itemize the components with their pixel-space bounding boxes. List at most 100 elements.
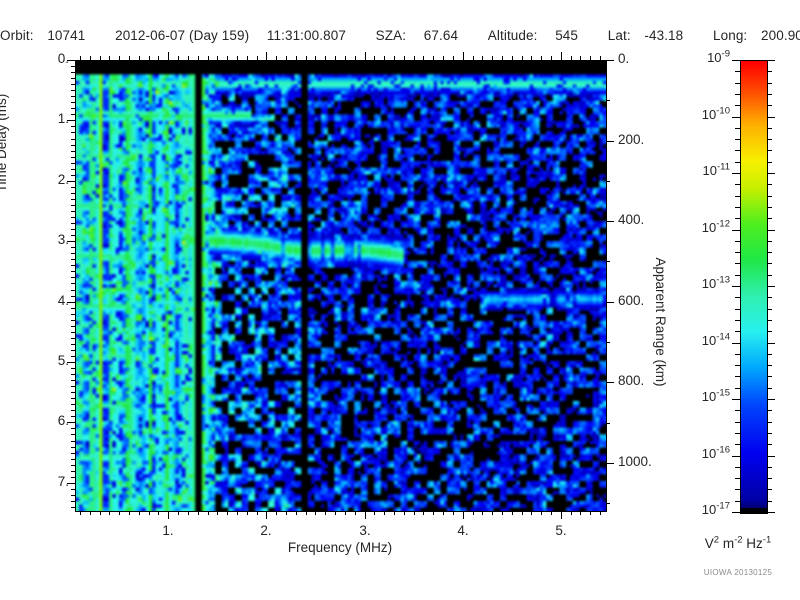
y-minor-tick	[71, 447, 75, 448]
x-top-tick	[453, 56, 454, 60]
y-minor-tick	[71, 151, 75, 152]
colorbar-tick-mantissa: 10	[701, 446, 717, 461]
colorbar-minor-tick-right	[767, 309, 772, 310]
y-tick-label: 2.	[57, 172, 69, 187]
y-minor-tick	[71, 404, 75, 405]
x-top-tick	[266, 52, 267, 60]
y-minor-tick	[71, 247, 75, 248]
y-minor-tick	[71, 271, 75, 272]
x-tick-label: 1.	[162, 523, 174, 538]
x-minor-tick	[149, 511, 150, 515]
y-minor-tick	[71, 477, 75, 478]
y-minor-tick	[71, 126, 75, 127]
colorbar-minor-tick-right	[767, 354, 772, 355]
y-minor-tick	[71, 428, 75, 429]
colorbar-major-tick-left	[732, 117, 740, 118]
x-top-tick	[414, 56, 415, 60]
colorbar-minor-tick-right	[767, 444, 772, 445]
y-minor-tick	[71, 453, 75, 454]
x-minor-tick	[90, 511, 91, 515]
x-minor-tick	[217, 511, 218, 515]
x-top-tick	[227, 56, 228, 60]
x-tick-label: 4.	[457, 523, 469, 538]
y2-tick-label: 0.	[618, 51, 630, 66]
figure-header: Orbit: 10741 2012-06-07 (Day 159) 11:31:…	[0, 28, 800, 48]
x-top-tick	[257, 56, 258, 60]
x-top-tick	[600, 56, 601, 60]
y-axis-title: Time Delay (ms)	[0, 93, 9, 193]
x-top-tick	[404, 56, 405, 60]
colorbar-minor-tick-right	[767, 388, 772, 389]
x-major-tick	[168, 511, 169, 519]
colorbar-major-tick-left	[732, 512, 740, 513]
x-top-tick	[208, 56, 209, 60]
spacer	[751, 28, 757, 43]
colorbar-tick-mantissa: 10	[701, 333, 717, 348]
x-top-tick	[109, 56, 110, 60]
colorbar-minor-tick-left	[735, 320, 740, 321]
y2-major-tick	[606, 302, 614, 303]
colorbar-major-tick-left	[732, 286, 740, 287]
y-minor-tick	[71, 416, 75, 417]
x-top-tick	[237, 56, 238, 60]
colorbar-minor-tick-left	[735, 354, 740, 355]
colorbar-major-tick-left	[732, 60, 740, 61]
colorbar-minor-tick-left	[735, 422, 740, 423]
y2-major-tick	[606, 382, 614, 383]
colorbar-minor-tick-left	[735, 467, 740, 468]
x-minor-tick	[345, 511, 346, 515]
latitude-label: Lat:	[607, 28, 631, 43]
y2-major-tick	[606, 463, 614, 464]
colorbar-major-tick-left	[732, 399, 740, 400]
y2-tick-label: 400.	[618, 212, 645, 227]
colorbar-major-tick-right	[767, 512, 775, 513]
y2-minor-tick	[606, 423, 610, 424]
colorbar-tick-exponent: -13	[716, 274, 730, 286]
ionogram-plot-area[interactable]	[75, 60, 607, 512]
colorbar-major-tick-right	[767, 286, 775, 287]
colorbar-tick-label: 10-15	[674, 388, 730, 404]
x-top-tick	[276, 56, 277, 60]
x-minor-tick	[257, 511, 258, 515]
colorbar-tick-exponent: -10	[716, 105, 730, 117]
colorbar-minor-tick-right	[767, 297, 772, 298]
x-minor-tick	[119, 511, 120, 515]
colorbar-tick-label: 10-12	[674, 219, 730, 235]
ionogram-heatmap[interactable]	[76, 61, 606, 511]
colorbar-minor-tick-right	[767, 128, 772, 129]
x-top-tick	[473, 56, 474, 60]
y-minor-tick	[71, 217, 75, 218]
x-minor-tick	[443, 511, 444, 515]
y-minor-tick	[71, 193, 75, 194]
y-minor-tick	[71, 96, 75, 97]
x-top-tick	[365, 52, 366, 60]
spacer	[462, 28, 484, 43]
spacer	[37, 28, 43, 43]
y-minor-tick	[71, 187, 75, 188]
y2-tick-label: 600.	[618, 293, 645, 308]
y-minor-tick	[71, 211, 75, 212]
colorbar-minor-tick-left	[735, 478, 740, 479]
y-major-tick	[67, 422, 75, 423]
y-minor-tick	[71, 314, 75, 315]
x-top-tick	[315, 56, 316, 60]
x-minor-tick	[80, 511, 81, 515]
y-minor-tick	[71, 235, 75, 236]
colorbar-minor-tick-right	[767, 105, 772, 106]
x-minor-tick	[384, 511, 385, 515]
colorbar-minor-tick-left	[735, 139, 740, 140]
x-minor-tick	[237, 511, 238, 515]
y-minor-tick	[71, 441, 75, 442]
y-minor-tick	[71, 205, 75, 206]
x-minor-tick	[315, 511, 316, 515]
colorbar-minor-tick-left	[735, 71, 740, 72]
colorbar[interactable]	[740, 60, 768, 514]
y-minor-tick	[71, 145, 75, 146]
x-minor-tick	[551, 511, 552, 515]
x-tick-label: 2.	[260, 523, 272, 538]
spacer	[582, 28, 604, 43]
x-minor-tick	[433, 511, 434, 515]
x-minor-tick	[276, 511, 277, 515]
colorbar-minor-tick-left	[735, 297, 740, 298]
colorbar-tick-exponent: -16	[716, 444, 730, 456]
